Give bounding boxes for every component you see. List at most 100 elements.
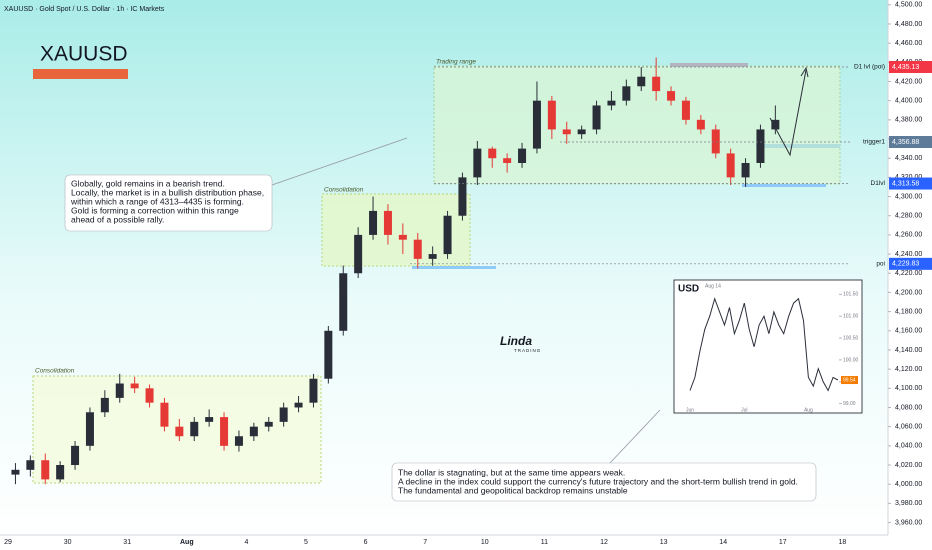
candle-body	[532, 100, 541, 149]
candle-body	[458, 177, 467, 216]
liquidity-mark	[756, 144, 840, 148]
candle-body	[622, 86, 631, 101]
liquidity-mark	[742, 184, 826, 187]
candle-body	[354, 234, 363, 274]
price-label: 4,356.88	[892, 139, 919, 146]
y-tick-label: 4,140.00	[895, 347, 922, 354]
x-tick-label: 7	[423, 539, 427, 546]
inset-y-tick-label: 100.00	[843, 357, 859, 363]
candle-body	[339, 273, 348, 331]
candle-body	[85, 412, 94, 446]
zone-label: Consolidation	[324, 187, 364, 194]
candle-body	[562, 129, 571, 135]
candle-body	[443, 215, 452, 255]
inset-y-tick-label: 101.00	[843, 314, 859, 320]
inset-y-tick-label: 100.50	[843, 335, 859, 341]
note-line: The fundamental and geopolitical backdro…	[398, 485, 628, 495]
y-tick-label: 4,160.00	[895, 328, 922, 335]
level-name: poi	[876, 261, 885, 268]
inset-line	[689, 297, 839, 392]
note-line: Gold is forming a correction within this…	[71, 205, 239, 215]
y-tick-label: 4,120.00	[895, 366, 922, 373]
projection-arrow	[769, 69, 807, 157]
ticker-badge	[33, 69, 128, 79]
y-tick-label: 4,240.00	[895, 251, 922, 258]
candle-body	[667, 91, 676, 101]
x-tick-label: Aug	[180, 539, 194, 546]
inset-last-label: 99.54	[843, 377, 856, 383]
candle-body	[279, 407, 288, 422]
y-tick-label: 4,420.00	[895, 78, 922, 85]
y-tick-label: 4,460.00	[895, 40, 922, 47]
candle-body	[234, 436, 243, 446]
candle-body	[369, 210, 378, 235]
ticker: XAUUSD	[40, 43, 128, 66]
logo-sub: TRADING	[514, 348, 541, 353]
y-tick-label: 3,980.00	[895, 500, 922, 507]
candle-body	[577, 129, 586, 135]
inset-y-tick-label: 101.50	[843, 292, 859, 298]
x-tick-label: 30	[64, 539, 72, 546]
candle-body	[309, 378, 318, 403]
note-line: Globally, gold remains in a bearish tren…	[71, 178, 225, 188]
candle-body	[11, 469, 20, 475]
y-tick-label: 4,200.00	[895, 289, 922, 296]
note-box	[64, 174, 273, 232]
note-line: within which a range of 4313–4435 is for…	[70, 196, 244, 206]
price-label-bg	[889, 257, 932, 270]
candle-body	[652, 76, 661, 92]
candle-body	[175, 426, 184, 437]
candle-body	[696, 119, 705, 130]
inset-frame	[673, 279, 863, 414]
y-tick-label: 4,280.00	[895, 213, 922, 220]
candle-body	[413, 239, 422, 259]
candle-body	[26, 460, 35, 470]
liquidity-mark	[670, 63, 748, 67]
callout-line	[609, 409, 661, 464]
x-tick-label: 4	[244, 539, 248, 546]
candle-body	[711, 129, 720, 154]
candle-body	[56, 465, 65, 480]
y-tick-label: 4,060.00	[895, 424, 922, 431]
candle-body	[294, 402, 303, 408]
candle-body	[249, 426, 258, 437]
price-label-bg	[889, 136, 932, 149]
inset-last-bg	[841, 376, 858, 385]
price-label-bg	[889, 60, 932, 73]
x-tick-label: 5	[304, 539, 308, 546]
y-tick-label: 4,380.00	[895, 117, 922, 124]
y-tick-label: 4,100.00	[895, 385, 922, 392]
candle-body	[145, 388, 154, 403]
price-label: 4,229.83	[892, 261, 919, 268]
price-label-bg	[889, 177, 932, 190]
x-tick-label: 31	[123, 539, 131, 546]
candle-body	[547, 100, 556, 130]
x-tick-label: 29	[4, 539, 12, 546]
inset-x-tick-label: Jun	[686, 407, 694, 413]
candle-body	[771, 119, 780, 130]
logo-name: Linda	[500, 334, 532, 348]
y-tick-label: 3,960.00	[895, 519, 922, 526]
price-label: 4,313.58	[892, 180, 919, 187]
price-label: 4,435.13	[892, 64, 919, 71]
candle-body	[756, 129, 765, 163]
y-tick-label: 4,400.00	[895, 98, 922, 105]
candle-body	[220, 417, 229, 446]
y-tick-label: 4,260.00	[895, 232, 922, 239]
candle-body	[518, 148, 527, 163]
candle-body	[115, 383, 124, 398]
x-tick-label: 10	[481, 539, 489, 546]
level-name: trigger1	[863, 139, 885, 146]
y-tick-label: 4,220.00	[895, 270, 922, 277]
level-name: D1 lvl (poi)	[854, 64, 885, 71]
zone-label: Trading range	[436, 59, 476, 66]
candle-body	[190, 421, 199, 437]
y-tick-label: 4,080.00	[895, 404, 922, 411]
liquidity-mark	[412, 266, 496, 269]
candle-body	[205, 417, 214, 422]
y-tick-label: 4,340.00	[895, 155, 922, 162]
inset-title: USD	[678, 284, 699, 295]
callout-line	[271, 137, 408, 186]
symbol-line: XAUUSD · Gold Spot / U.S. Dollar · 1h · …	[4, 6, 165, 13]
